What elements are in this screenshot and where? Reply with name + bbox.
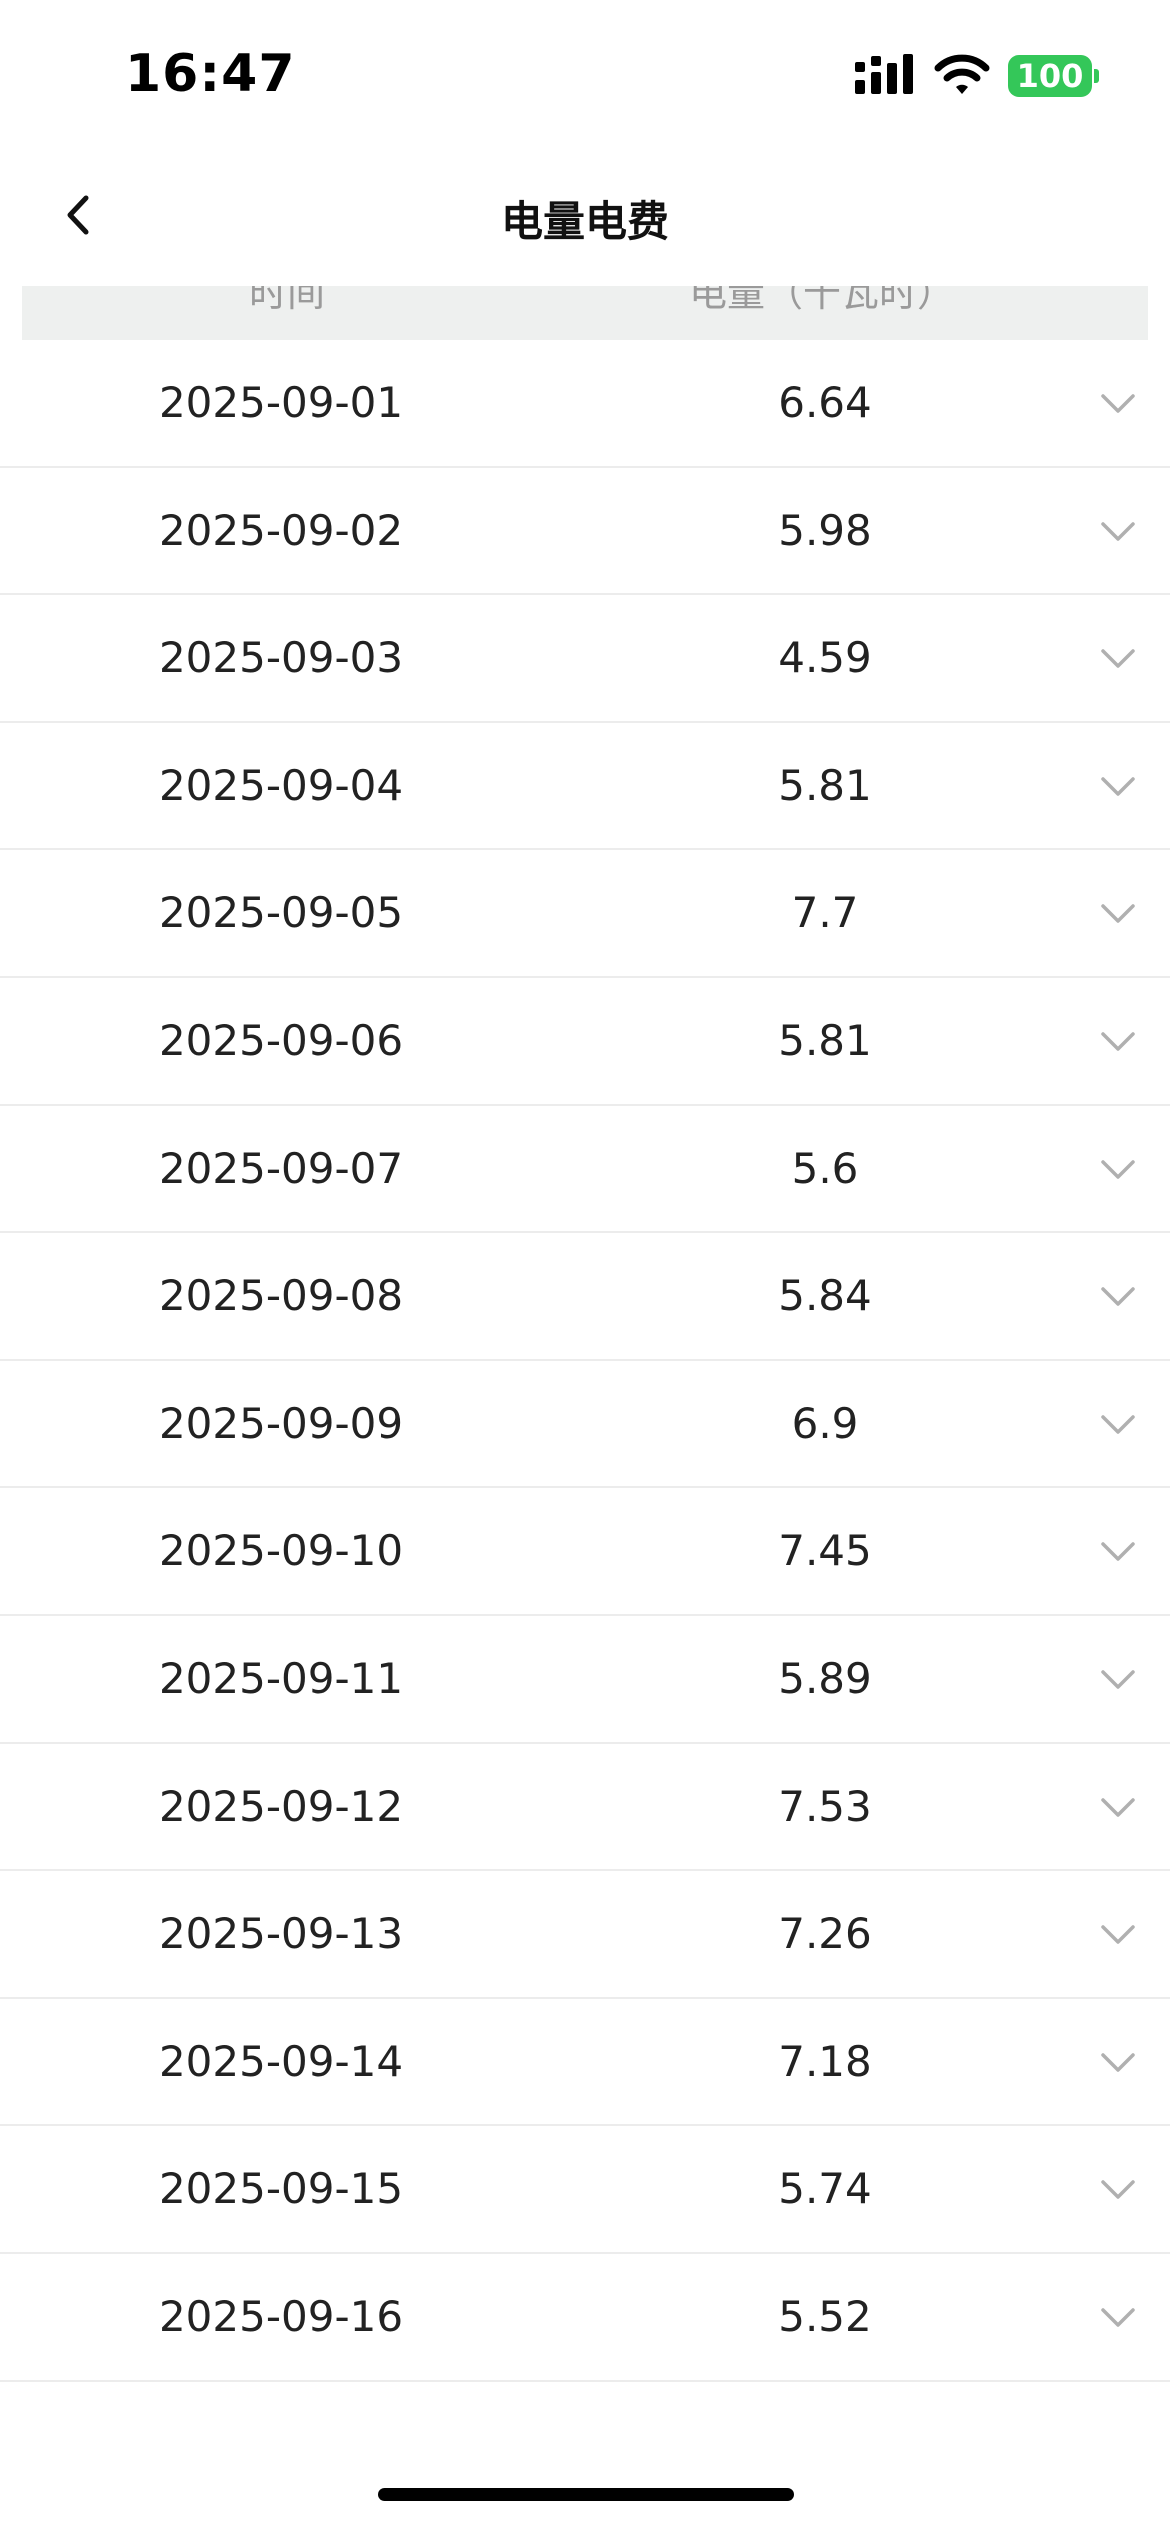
back-button[interactable] <box>52 180 112 250</box>
table-row[interactable]: 2025-09-11 5.89 <box>0 1616 1170 1744</box>
row-energy-value: 5.98 <box>778 505 872 555</box>
row-energy-value: 5.52 <box>778 2291 872 2341</box>
row-date: 2025-09-01 <box>158 378 404 427</box>
chevron-down-icon[interactable] <box>1098 2298 1138 2336</box>
table-row[interactable]: 2025-09-13 7.26 <box>0 1871 1170 1999</box>
row-energy-value: 5.81 <box>778 760 872 810</box>
row-date: 2025-09-06 <box>158 1015 404 1065</box>
page-title: 电量电费 <box>500 197 669 246</box>
table-row[interactable]: 2025-09-06 5.81 <box>0 978 1170 1106</box>
table-row[interactable]: 2025-09-01 6.64 <box>0 340 1170 468</box>
chevron-down-icon[interactable] <box>1098 639 1138 677</box>
home-indicator <box>378 2488 794 2501</box>
chevron-down-icon[interactable] <box>1098 767 1138 805</box>
chevron-down-icon[interactable] <box>1098 894 1138 932</box>
row-date: 2025-09-09 <box>158 1398 404 1448</box>
chevron-down-icon[interactable] <box>1098 1915 1138 1953</box>
table-row[interactable]: 2025-09-05 7.7 <box>0 850 1170 978</box>
table-row[interactable]: 2025-09-04 5.81 <box>0 723 1170 851</box>
table-row[interactable]: 2025-09-09 6.9 <box>0 1361 1170 1489</box>
table-row[interactable]: 2025-09-03 4.59 <box>0 595 1170 723</box>
table-row[interactable]: 2025-09-02 5.98 <box>0 468 1170 596</box>
table-row[interactable]: 2025-09-15 5.74 <box>0 2126 1170 2254</box>
row-date: 2025-09-16 <box>158 2291 404 2341</box>
chevron-down-icon[interactable] <box>1098 1150 1138 1188</box>
row-date: 2025-09-13 <box>158 1909 404 1959</box>
chevron-left-icon <box>67 195 89 235</box>
row-date: 2025-09-11 <box>158 1653 404 1703</box>
row-energy-value: 7.45 <box>778 1526 872 1576</box>
row-energy-value: 7.18 <box>778 2036 872 2086</box>
row-energy-value: 6.9 <box>791 1398 859 1448</box>
chevron-down-icon[interactable] <box>1098 2170 1138 2208</box>
row-date: 2025-09-03 <box>158 633 404 683</box>
row-date: 2025-09-02 <box>158 505 404 555</box>
row-energy-value: 5.74 <box>778 2164 872 2214</box>
status-time: 16:47 <box>125 44 296 104</box>
chevron-down-icon[interactable] <box>1098 512 1138 550</box>
battery-icon: 100 <box>1008 55 1092 97</box>
row-date: 2025-09-07 <box>158 1143 404 1193</box>
table-row[interactable]: 2025-09-08 5.84 <box>0 1233 1170 1361</box>
row-energy-value: 5.81 <box>778 1015 872 1065</box>
chevron-down-icon[interactable] <box>1098 1532 1138 1570</box>
row-energy-value: 5.89 <box>778 1653 872 1703</box>
row-date: 2025-09-12 <box>158 1781 404 1831</box>
chevron-down-icon[interactable] <box>1098 1022 1138 1060</box>
chevron-down-icon[interactable] <box>1098 1788 1138 1826</box>
table-row[interactable]: 2025-09-16 5.52 <box>0 2254 1170 2382</box>
wifi-icon <box>934 54 990 94</box>
battery-level: 100 <box>1016 57 1084 95</box>
row-energy-value: 7.7 <box>791 888 859 938</box>
row-date: 2025-09-05 <box>158 888 404 938</box>
row-energy-value: 5.84 <box>778 1271 872 1321</box>
row-date: 2025-09-10 <box>158 1526 404 1576</box>
row-energy-value: 5.6 <box>791 1143 859 1193</box>
row-date: 2025-09-15 <box>158 2164 404 2214</box>
chevron-down-icon[interactable] <box>1098 1277 1138 1315</box>
row-date: 2025-09-08 <box>158 1271 404 1321</box>
chevron-down-icon[interactable] <box>1098 1660 1138 1698</box>
table-row[interactable]: 2025-09-12 7.53 <box>0 1744 1170 1872</box>
table-header: 时间 电量（千瓦时） <box>22 286 1148 340</box>
row-date: 2025-09-14 <box>158 2036 404 2086</box>
column-header-time: 时间 <box>249 286 326 315</box>
column-header-energy: 电量（千瓦时） <box>689 286 956 315</box>
row-date: 2025-09-04 <box>158 760 404 810</box>
chevron-down-icon[interactable] <box>1098 384 1138 422</box>
table-row[interactable]: 2025-09-07 5.6 <box>0 1106 1170 1234</box>
nav-bar: 电量电费 <box>0 150 1170 280</box>
row-energy-value: 7.53 <box>778 1781 872 1831</box>
table-row[interactable]: 2025-09-10 7.45 <box>0 1488 1170 1616</box>
table-body: 2025-09-01 6.64 2025-09-02 5.98 2025-09-03 4.… <box>0 340 1170 2382</box>
table-row[interactable]: 2025-09-14 7.18 <box>0 1999 1170 2127</box>
chevron-down-icon[interactable] <box>1098 2043 1138 2081</box>
cellular-signal-icon <box>855 54 913 94</box>
status-bar: 16:47 100 <box>0 0 1170 150</box>
row-energy-value: 6.64 <box>778 378 872 427</box>
battery-tip <box>1094 69 1099 83</box>
row-energy-value: 7.26 <box>778 1909 872 1959</box>
row-energy-value: 4.59 <box>778 633 872 683</box>
chevron-down-icon[interactable] <box>1098 1405 1138 1443</box>
